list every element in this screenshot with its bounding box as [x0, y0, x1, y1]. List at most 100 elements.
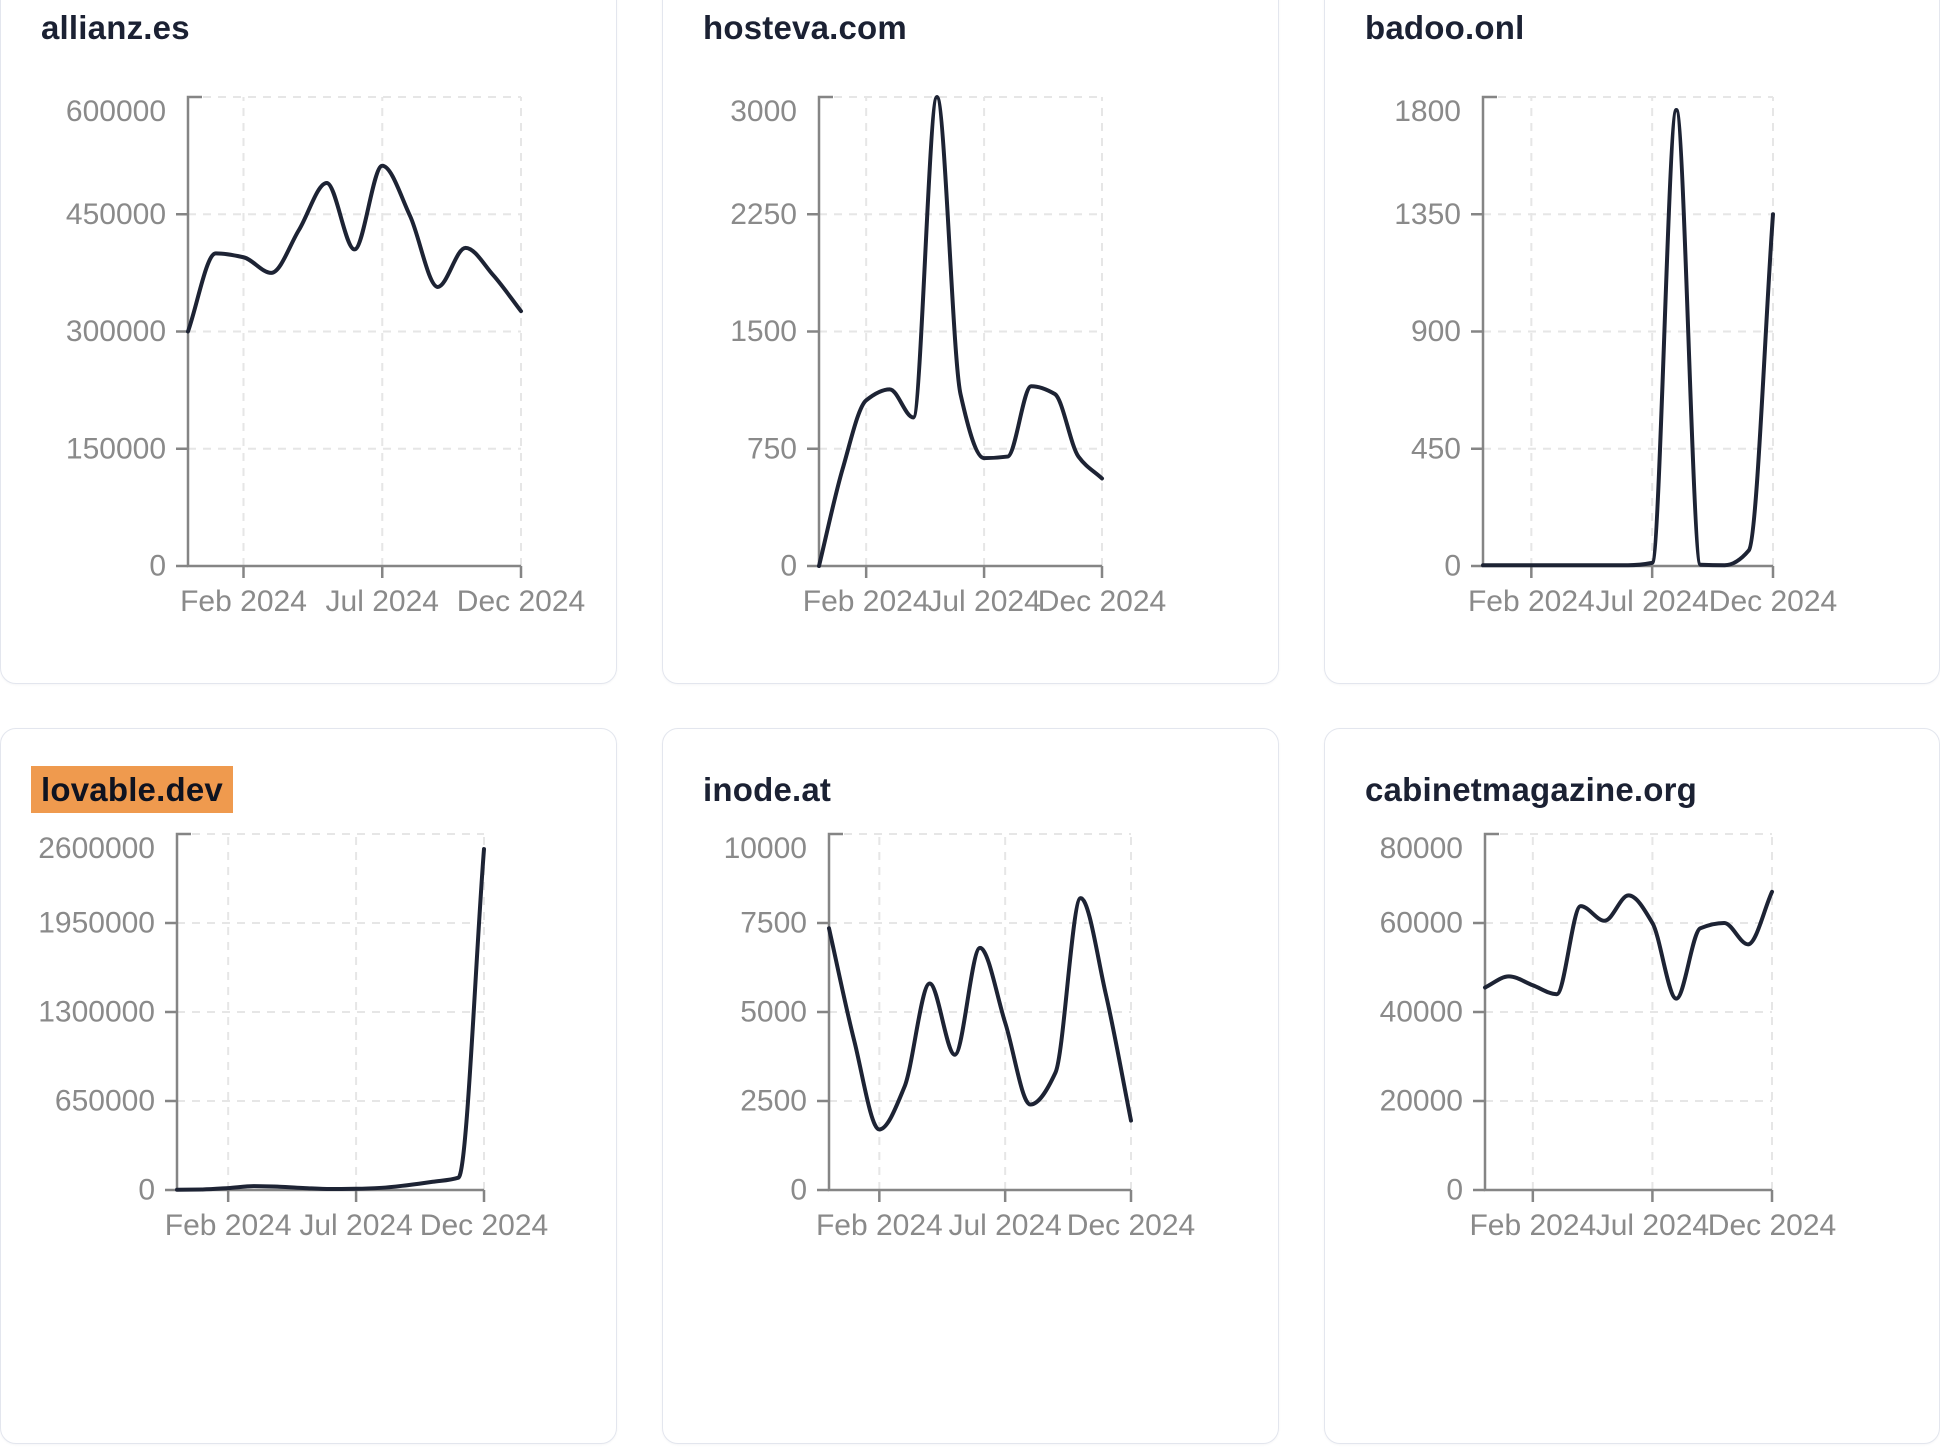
chart-title: hosteva.com: [703, 9, 907, 47]
series-line: [817, 95, 1104, 568]
chart-title: lovable.dev: [31, 766, 233, 813]
chart-title-text: allianz.es: [41, 9, 190, 46]
svg-text:0: 0: [138, 1174, 155, 1207]
gridlines: [829, 833, 1132, 1190]
svg-text:2600000: 2600000: [38, 832, 155, 865]
chart-title-text: inode.at: [703, 771, 832, 808]
svg-text:Feb 2024: Feb 2024: [1469, 1209, 1596, 1242]
svg-text:Feb 2024: Feb 2024: [1468, 585, 1595, 618]
svg-text:2500: 2500: [740, 1085, 807, 1118]
svg-text:0: 0: [1444, 550, 1461, 583]
axes: [176, 95, 523, 578]
svg-text:900: 900: [1411, 315, 1461, 348]
series-line: [827, 896, 1133, 1132]
svg-text:600000: 600000: [66, 95, 166, 128]
chart-card-badoo-onl[interactable]: badoo.onl 0 450 900 1350 1800 Feb 2024 Jul 202…: [1324, 0, 1940, 684]
svg-text:0: 0: [790, 1174, 807, 1207]
y-axis-labels: 0 650000 1300000 1950000 2600000: [38, 832, 155, 1207]
chart-title: allianz.es: [41, 9, 190, 47]
chart-card-hosteva-com[interactable]: hosteva.com 0 750 1500 2250 3000 Feb 2024 Jul …: [662, 0, 1279, 684]
svg-text:Jul 2024: Jul 2024: [299, 1209, 412, 1242]
svg-text:60000: 60000: [1380, 907, 1463, 940]
svg-text:40000: 40000: [1380, 996, 1463, 1029]
svg-text:450: 450: [1411, 432, 1461, 465]
gridlines: [819, 96, 1103, 566]
gridlines: [177, 833, 485, 1190]
svg-text:Feb 2024: Feb 2024: [803, 585, 930, 618]
svg-text:300000: 300000: [66, 315, 166, 348]
svg-text:450000: 450000: [66, 198, 166, 231]
series-line: [1483, 889, 1774, 1001]
y-axis-labels: 0 150000 300000 450000 600000: [66, 95, 166, 583]
svg-text:750: 750: [747, 432, 797, 465]
svg-text:650000: 650000: [55, 1085, 155, 1118]
svg-text:Feb 2024: Feb 2024: [180, 585, 307, 618]
svg-text:1300000: 1300000: [38, 996, 155, 1029]
chart-card-inode-at[interactable]: inode.at 0 2500 5000 7500 10000 Feb 2024 Jul 2…: [662, 728, 1279, 1444]
chart-title-highlight: lovable.dev: [31, 766, 233, 813]
gridlines: [1483, 96, 1774, 566]
svg-text:Dec 2024: Dec 2024: [457, 585, 585, 618]
svg-text:150000: 150000: [66, 432, 166, 465]
svg-text:Jul 2024: Jul 2024: [1595, 585, 1708, 618]
chart-card-lovable-dev[interactable]: lovable.dev 0 650000 1300000 1950000 2600000…: [0, 728, 617, 1444]
axes: [807, 95, 1104, 578]
svg-text:1350: 1350: [1394, 198, 1461, 231]
svg-text:Jul 2024: Jul 2024: [927, 585, 1040, 618]
gridlines: [188, 96, 522, 566]
y-axis-labels: 0 450 900 1350 1800: [1394, 95, 1461, 583]
line-chart-svg: 0 450 900 1350 1800 Feb 2024 Jul 2024 Dec 2024: [1394, 95, 1837, 618]
svg-text:Jul 2024: Jul 2024: [948, 1209, 1061, 1242]
series-line: [1481, 108, 1775, 568]
svg-text:Dec 2024: Dec 2024: [1709, 585, 1837, 618]
chart-card-cabinetmagazine-org[interactable]: cabinetmagazine.org 0 20000 40000 60000 8000…: [1324, 728, 1940, 1444]
svg-text:5000: 5000: [740, 996, 807, 1029]
gridlines: [1485, 833, 1773, 1190]
svg-text:80000: 80000: [1380, 832, 1463, 865]
svg-text:10000: 10000: [724, 832, 807, 865]
svg-text:3000: 3000: [730, 95, 797, 128]
svg-text:Dec 2024: Dec 2024: [420, 1209, 548, 1242]
chart-title-text: hosteva.com: [703, 9, 907, 46]
svg-text:7500: 7500: [740, 907, 807, 940]
chart-title: inode.at: [703, 771, 831, 809]
svg-text:Dec 2024: Dec 2024: [1708, 1209, 1836, 1242]
svg-text:Jul 2024: Jul 2024: [326, 585, 439, 618]
svg-text:2250: 2250: [730, 198, 797, 231]
y-axis-labels: 0 750 1500 2250 3000: [730, 95, 797, 583]
line-chart-svg: 0 150000 300000 450000 600000 Feb 2024 Jul 202…: [66, 95, 585, 618]
x-axis-labels: Feb 2024 Jul 2024 Dec 2024: [180, 585, 585, 618]
line-chart-svg: 0 2500 5000 7500 10000 Feb 2024 Jul 2024 Dec 20…: [724, 832, 1196, 1242]
series-line: [186, 163, 523, 334]
svg-text:0: 0: [1446, 1174, 1463, 1207]
svg-text:Dec 2024: Dec 2024: [1038, 585, 1166, 618]
series-line: [175, 847, 486, 1192]
y-axis-labels: 0 2500 5000 7500 10000: [724, 832, 807, 1207]
svg-text:Feb 2024: Feb 2024: [165, 1209, 292, 1242]
axes: [1471, 95, 1775, 578]
chart-title: badoo.onl: [1365, 9, 1524, 47]
svg-text:0: 0: [149, 550, 166, 583]
svg-text:20000: 20000: [1380, 1085, 1463, 1118]
chart-title-text: cabinetmagazine.org: [1365, 771, 1698, 808]
svg-text:Dec 2024: Dec 2024: [1067, 1209, 1195, 1242]
svg-text:1950000: 1950000: [38, 907, 155, 940]
axes: [165, 832, 486, 1202]
y-axis-labels: 0 20000 40000 60000 80000: [1380, 832, 1463, 1207]
chart-card-allianz-es[interactable]: allianz.es 0 150000 300000 450000 600000 Feb …: [0, 0, 617, 684]
axes: [817, 832, 1133, 1202]
svg-text:1500: 1500: [730, 315, 797, 348]
svg-text:1800: 1800: [1394, 95, 1461, 128]
svg-text:0: 0: [780, 550, 797, 583]
chart-title: cabinetmagazine.org: [1365, 771, 1697, 809]
chart-title-text: badoo.onl: [1365, 9, 1525, 46]
axes: [1473, 832, 1774, 1202]
line-chart-svg: 0 20000 40000 60000 80000 Feb 2024 Jul 2024Dec…: [1380, 832, 1837, 1242]
